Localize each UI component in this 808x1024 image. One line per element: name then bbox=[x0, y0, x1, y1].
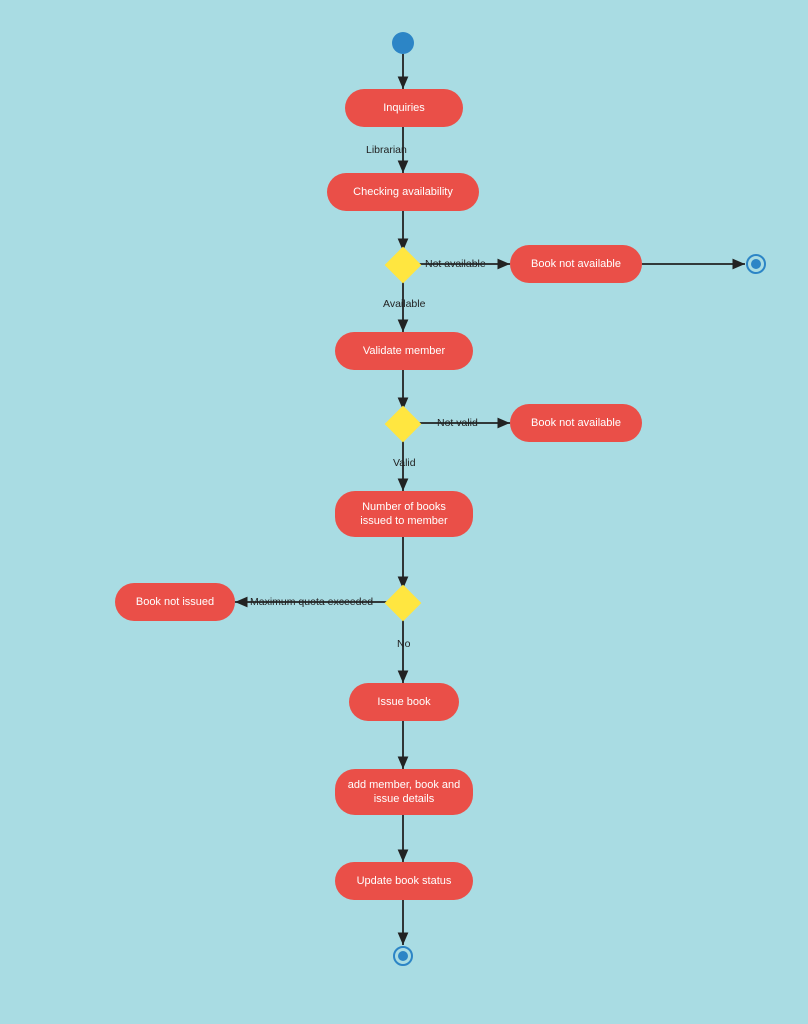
activity-node-validate: Validate member bbox=[335, 332, 473, 370]
decision-node bbox=[385, 585, 422, 622]
edge-label: No bbox=[397, 638, 410, 650]
end-node bbox=[393, 946, 413, 966]
edge-label: Librarian bbox=[366, 144, 407, 156]
activity-node-bna2: Book not available bbox=[510, 404, 642, 442]
edge-label: Available bbox=[383, 298, 425, 310]
end-node bbox=[746, 254, 766, 274]
activity-label: Book not available bbox=[531, 257, 621, 271]
activity-label: Book not available bbox=[531, 416, 621, 430]
activity-node-issue: Issue book bbox=[349, 683, 459, 721]
activity-node-update: Update book status bbox=[335, 862, 473, 900]
activity-label: Issue book bbox=[377, 695, 430, 709]
activity-label: add member, book and issue details bbox=[345, 778, 463, 807]
activity-node-bna1: Book not available bbox=[510, 245, 642, 283]
activity-label: Number of books issued to member bbox=[345, 500, 463, 529]
edge-label: Valid bbox=[393, 457, 416, 469]
activity-label: Inquiries bbox=[383, 101, 425, 115]
edge-label: Maximum quota exceeded bbox=[250, 596, 373, 608]
activity-node-bni: Book not issued bbox=[115, 583, 235, 621]
activity-label: Checking availability bbox=[353, 185, 453, 199]
decision-node bbox=[385, 247, 422, 284]
activity-node-addmember: add member, book and issue details bbox=[335, 769, 473, 815]
activity-node-checking: Checking availability bbox=[327, 173, 479, 211]
activity-label: Validate member bbox=[363, 344, 445, 358]
activity-label: Book not issued bbox=[136, 595, 214, 609]
activity-node-inquiries: Inquiries bbox=[345, 89, 463, 127]
flowchart-canvas: Inquiries Checking availability Book not a… bbox=[0, 0, 808, 1024]
edge-label: Not valid bbox=[437, 417, 478, 429]
activity-label: Update book status bbox=[357, 874, 452, 888]
decision-node bbox=[385, 406, 422, 443]
edge-label: Not available bbox=[425, 258, 486, 270]
activity-node-numbooks: Number of books issued to member bbox=[335, 491, 473, 537]
start-node bbox=[392, 32, 414, 54]
